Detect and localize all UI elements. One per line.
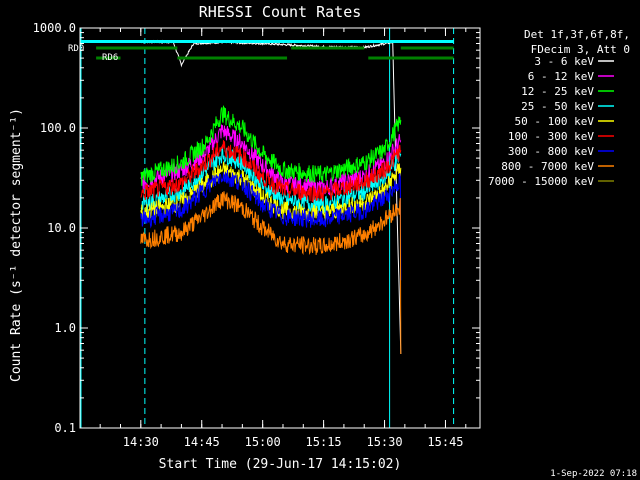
- x-tick-label: 15:45: [427, 435, 463, 449]
- y-tick-label: 100.0: [40, 121, 76, 135]
- chart-title: RHESSI Count Rates: [199, 3, 362, 21]
- x-axis-label: Start Time (29-Jun-17 14:15:02): [159, 457, 402, 472]
- legend-label: 25 - 50 keV: [521, 100, 594, 113]
- x-tick-label: 14:30: [123, 435, 159, 449]
- legend: Det 1f,3f,6f,8f, FDecim 3, Att 03 - 6 keV…: [488, 28, 630, 188]
- y-axis-label: Count Rate (s⁻¹ detector segment⁻¹): [9, 108, 24, 382]
- plot-area: RD0 RD6: [68, 28, 455, 428]
- legend-label: 50 - 100 keV: [515, 115, 595, 128]
- attenuator-segment: [177, 56, 288, 60]
- attenuator-segment: [368, 56, 454, 60]
- legend-label: 800 - 7000 keV: [501, 160, 594, 173]
- x-tick-label: 15:30: [366, 435, 402, 449]
- legend-label: 3 - 6 keV: [534, 55, 594, 68]
- series-line: [140, 140, 402, 203]
- legend-header: FDecim 3, Att 0: [531, 43, 630, 56]
- x-tick-label: 15:00: [245, 435, 281, 449]
- attenuator-segment: [291, 46, 365, 50]
- x-tick-label: 15:15: [306, 435, 342, 449]
- legend-label: 100 - 300 keV: [508, 130, 594, 143]
- attenuator-label: RD0: [68, 44, 84, 54]
- series-line: [140, 105, 402, 186]
- legend-label: 7000 - 15000 keV: [488, 175, 594, 188]
- x-tick-label: 14:45: [184, 435, 220, 449]
- cyan-overlay: [80, 40, 454, 43]
- y-tick-label: 1000.0: [33, 21, 76, 35]
- legend-label: 300 - 800 keV: [508, 145, 594, 158]
- y-tick-label: 1.0: [54, 321, 76, 335]
- legend-label: 6 - 12 keV: [528, 70, 595, 83]
- series-line: [140, 124, 402, 197]
- attenuator-segment: [96, 46, 178, 50]
- attenuator-segment: [96, 56, 121, 60]
- attenuator-label: RD6: [102, 53, 118, 63]
- timestamp: 1-Sep-2022 07:18: [550, 469, 637, 479]
- legend-header: Det 1f,3f,6f,8f,: [524, 28, 630, 41]
- series-line: [140, 191, 402, 355]
- attenuator-segment: [400, 46, 454, 50]
- y-tick-label: 10.0: [47, 221, 76, 235]
- axes: 0.1 1.0 10.0 100.0 1000.0 14:30 14:45 15:00 15:1…: [33, 21, 481, 449]
- series-line: [140, 169, 402, 281]
- y-tick-label: 0.1: [54, 421, 76, 435]
- legend-label: 12 - 25 keV: [521, 85, 594, 98]
